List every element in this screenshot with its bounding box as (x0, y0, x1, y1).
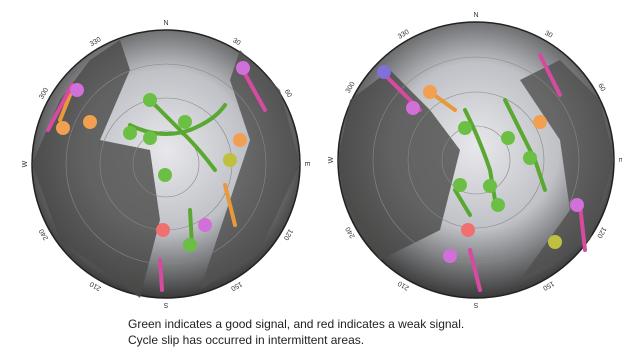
compass-label: 240 (345, 225, 357, 239)
compass-label: 30 (543, 30, 553, 40)
compass-label: S (473, 301, 478, 308)
compass-label: 210 (89, 280, 103, 292)
compass-label: 330 (89, 36, 103, 48)
sky-plot-left (31, 29, 301, 299)
compass-label: W (328, 156, 335, 163)
compass-label: E (617, 158, 622, 163)
compass-label: 150 (229, 280, 243, 292)
compass-label: 120 (595, 226, 607, 240)
compass-label: 150 (541, 279, 555, 291)
compass-label: E (303, 162, 310, 167)
caption-line: Green indicates a good signal, and red i… (128, 317, 464, 331)
compass-label: N (473, 12, 478, 19)
compass-label: W (22, 160, 29, 167)
compass-label: 300 (38, 87, 50, 101)
compass-label: 60 (283, 89, 293, 99)
compass-label: 240 (38, 227, 50, 241)
compass-label: S (163, 301, 168, 308)
compass-label: 120 (282, 228, 294, 242)
compass-label: 60 (596, 83, 606, 93)
sky-plot-right (337, 21, 615, 299)
compass-label: 300 (345, 81, 357, 95)
caption-line: Cycle slip has occurred in intermittent … (128, 333, 364, 347)
compass-label: 30 (231, 37, 241, 47)
compass-label: N (163, 20, 168, 27)
compass-label: 210 (397, 279, 411, 291)
compass-label: 330 (397, 29, 411, 41)
